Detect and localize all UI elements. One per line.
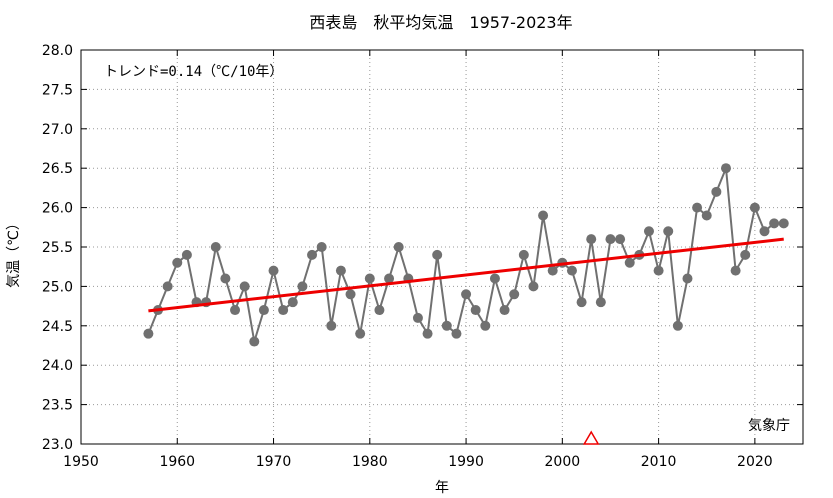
data-point xyxy=(711,186,722,197)
x-axis-label: 年 xyxy=(435,480,449,496)
trend-group xyxy=(148,237,784,313)
trend-label: トレンド=0.14（℃/10年） xyxy=(104,64,283,80)
marker-group xyxy=(582,430,600,445)
x-tick-label: 1970 xyxy=(256,454,292,470)
data-point xyxy=(162,281,173,292)
data-point xyxy=(364,273,375,284)
data-point xyxy=(297,281,308,292)
data-point xyxy=(528,281,539,292)
y-tick-label: 26.0 xyxy=(42,201,73,217)
data-point xyxy=(759,226,770,237)
data-point xyxy=(778,218,789,229)
y-tick-label: 23.0 xyxy=(42,437,73,453)
y-tick-label: 25.5 xyxy=(42,240,73,256)
data-point xyxy=(172,257,183,268)
data-point xyxy=(663,226,674,237)
chart-title: 西表島 秋平均気温 1957-2023年 xyxy=(309,13,572,32)
data-point xyxy=(335,265,346,276)
x-tick-label: 1950 xyxy=(63,454,99,470)
x-tick-label: 1980 xyxy=(352,454,388,470)
data-point xyxy=(480,320,491,331)
y-axis-ticks: 23.0 23.5 24.0 24.5 25.0 25.5 26.0 26.5 27.0 27.5… xyxy=(42,43,803,453)
data-point xyxy=(287,297,298,308)
data-point xyxy=(441,320,452,331)
data-point xyxy=(384,273,395,284)
data-point xyxy=(316,242,327,252)
data-point xyxy=(393,242,404,252)
data-point xyxy=(509,289,520,300)
data-point xyxy=(586,234,597,245)
x-tick-label: 2020 xyxy=(737,454,773,470)
data-point xyxy=(268,265,279,276)
series-group xyxy=(143,163,789,347)
data-point xyxy=(547,265,558,276)
y-tick-label: 27.5 xyxy=(42,82,73,98)
data-point xyxy=(499,305,510,316)
data-point xyxy=(239,281,250,292)
data-point xyxy=(692,202,703,213)
data-point xyxy=(566,265,577,276)
data-point xyxy=(624,257,635,268)
station-change-marker xyxy=(582,430,600,445)
data-point xyxy=(489,273,500,284)
data-point xyxy=(143,328,154,339)
data-point xyxy=(461,289,472,300)
data-point xyxy=(422,328,433,339)
y-tick-label: 24.0 xyxy=(42,358,73,374)
data-point xyxy=(701,210,712,221)
y-tick-label: 28.0 xyxy=(42,43,73,59)
data-point xyxy=(643,226,654,237)
y-tick-label: 23.5 xyxy=(42,398,73,414)
credit-label: 気象庁 xyxy=(748,418,790,434)
y-tick-label: 24.5 xyxy=(42,319,73,335)
data-point xyxy=(653,265,664,276)
data-point xyxy=(605,234,616,245)
data-point xyxy=(230,305,241,316)
data-point xyxy=(181,249,192,260)
data-point xyxy=(769,218,780,229)
grid-lines xyxy=(81,50,803,444)
data-point xyxy=(220,273,231,284)
y-tick-label: 26.5 xyxy=(42,161,73,177)
data-point xyxy=(432,249,443,260)
x-axis-ticks: 1950 1960 1970 1980 1990 2000 2010 2020 xyxy=(63,50,773,470)
data-point xyxy=(355,328,366,339)
data-point xyxy=(749,202,760,213)
data-point xyxy=(258,305,269,316)
trend-line xyxy=(148,237,784,313)
data-point xyxy=(278,305,289,316)
x-tick-label: 1990 xyxy=(448,454,484,470)
x-tick-label: 1960 xyxy=(159,454,195,470)
data-point xyxy=(249,336,260,347)
y-tick-label: 27.0 xyxy=(42,122,73,138)
data-point xyxy=(412,312,423,323)
data-point xyxy=(720,163,731,174)
data-point xyxy=(682,273,693,284)
data-point xyxy=(740,249,751,260)
data-point xyxy=(576,297,587,308)
data-point xyxy=(615,234,626,245)
x-tick-label: 2010 xyxy=(641,454,677,470)
y-axis-label: 気温（℃） xyxy=(6,216,22,288)
data-point xyxy=(730,265,741,276)
data-point xyxy=(326,320,337,331)
data-point xyxy=(595,297,606,308)
y-tick-label: 25.0 xyxy=(42,279,73,295)
data-point xyxy=(672,320,683,331)
data-point xyxy=(451,328,462,339)
data-point xyxy=(538,210,549,221)
x-tick-label: 2000 xyxy=(545,454,581,470)
data-point xyxy=(210,242,221,252)
data-point xyxy=(518,249,529,260)
data-point xyxy=(307,249,318,260)
data-point xyxy=(470,305,481,316)
data-point xyxy=(374,305,385,316)
data-point xyxy=(345,289,356,300)
